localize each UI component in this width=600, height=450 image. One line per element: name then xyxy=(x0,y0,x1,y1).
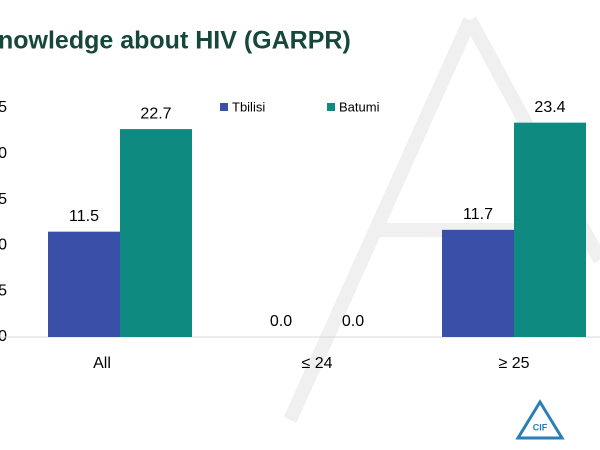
y-tick-label: 0 xyxy=(0,145,7,162)
y-tick-label: 0 xyxy=(0,237,7,254)
data-label: 11.7 xyxy=(463,206,493,223)
y-tick-label: 5 xyxy=(0,282,7,299)
data-label: 11.5 xyxy=(69,208,99,225)
legend-label: Batumi xyxy=(339,99,380,114)
y-tick-label: 5 xyxy=(0,99,7,116)
logo-shape xyxy=(515,399,565,440)
bar xyxy=(48,231,120,337)
data-label: 0.0 xyxy=(270,313,292,330)
data-label: 22.7 xyxy=(140,105,171,122)
legend-label: Tbilisi xyxy=(232,99,265,114)
data-label: 0.0 xyxy=(342,313,364,330)
x-tick-label: ≤ 24 xyxy=(301,355,332,372)
x-tick-label: ≥ 25 xyxy=(498,355,529,372)
legend-swatch xyxy=(220,103,228,111)
logo-text: CIF xyxy=(533,422,548,432)
data-label: 23.4 xyxy=(534,99,565,116)
bar xyxy=(120,129,192,337)
x-tick-label: All xyxy=(93,355,111,372)
chart-title: nowledge about HIV (GARPR) xyxy=(0,27,351,55)
bar xyxy=(514,122,586,337)
y-tick-label: 5 xyxy=(0,191,7,208)
legend-swatch xyxy=(327,103,335,111)
bar xyxy=(442,229,514,337)
logo: CIF xyxy=(515,399,565,440)
